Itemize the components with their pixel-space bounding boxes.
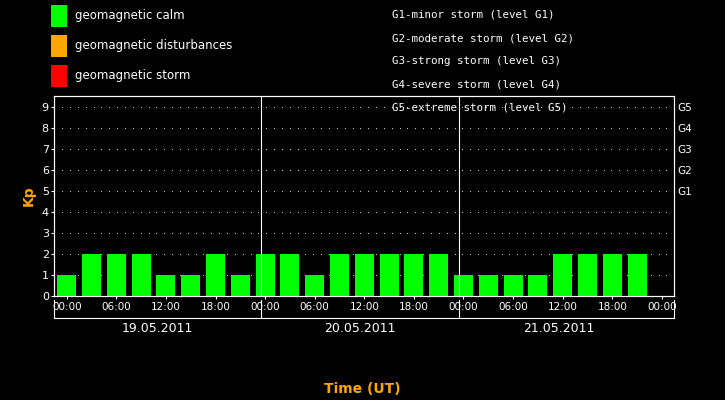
Text: geomagnetic disturbances: geomagnetic disturbances	[75, 40, 233, 52]
Bar	[132, 254, 151, 296]
Text: G1-minor storm (level G1): G1-minor storm (level G1)	[392, 10, 554, 20]
Bar	[578, 254, 597, 296]
Text: G3-strong storm (level G3): G3-strong storm (level G3)	[392, 56, 560, 66]
Text: geomagnetic calm: geomagnetic calm	[75, 10, 185, 22]
Text: Time (UT): Time (UT)	[324, 382, 401, 396]
Text: G5-extreme storm (level G5): G5-extreme storm (level G5)	[392, 103, 567, 113]
Bar	[57, 275, 76, 296]
Bar	[380, 254, 399, 296]
Text: 21.05.2011: 21.05.2011	[523, 322, 594, 335]
Text: 20.05.2011: 20.05.2011	[324, 322, 396, 335]
Bar	[181, 275, 200, 296]
Bar	[504, 275, 523, 296]
Bar	[602, 254, 622, 296]
Bar	[553, 254, 572, 296]
Text: geomagnetic storm: geomagnetic storm	[75, 70, 191, 82]
Bar	[628, 254, 647, 296]
Bar	[405, 254, 423, 296]
Bar	[478, 275, 498, 296]
Bar	[82, 254, 101, 296]
Bar	[281, 254, 299, 296]
Bar	[454, 275, 473, 296]
Bar	[206, 254, 225, 296]
Bar	[330, 254, 349, 296]
Bar	[157, 275, 175, 296]
Bar	[355, 254, 374, 296]
Bar	[256, 254, 275, 296]
Text: G4-severe storm (level G4): G4-severe storm (level G4)	[392, 80, 560, 90]
Text: G2-moderate storm (level G2): G2-moderate storm (level G2)	[392, 33, 573, 43]
Bar	[429, 254, 448, 296]
Bar	[107, 254, 126, 296]
Y-axis label: Kp: Kp	[22, 186, 36, 206]
Text: 19.05.2011: 19.05.2011	[122, 322, 194, 335]
Bar	[529, 275, 547, 296]
Bar	[231, 275, 250, 296]
Bar	[305, 275, 324, 296]
